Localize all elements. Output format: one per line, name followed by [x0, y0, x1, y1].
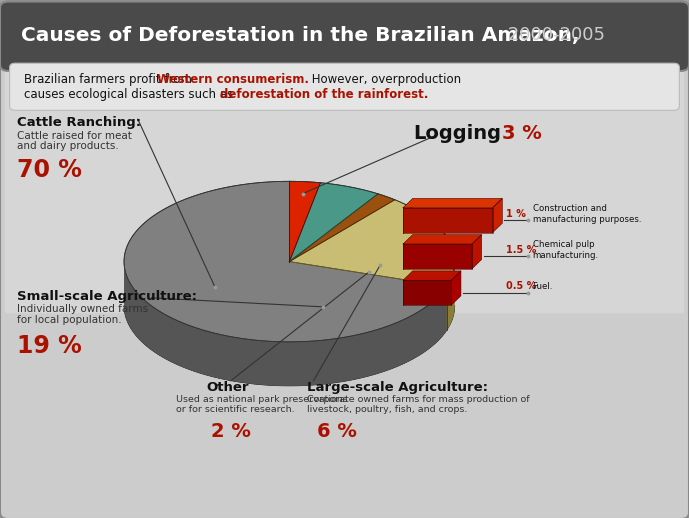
Text: However, overproduction: However, overproduction	[308, 73, 461, 86]
Text: 3 %: 3 %	[502, 124, 542, 143]
Polygon shape	[289, 194, 395, 262]
Text: Used as national park preservations: Used as national park preservations	[176, 395, 347, 404]
Text: Western consumerism.: Western consumerism.	[157, 73, 309, 86]
Text: 0.5 %: 0.5 %	[506, 281, 537, 292]
Text: Logging: Logging	[413, 124, 502, 143]
Text: Individually owned farms: Individually owned farms	[17, 304, 148, 314]
Text: 1.5 %: 1.5 %	[506, 245, 537, 255]
Text: 1 %: 1 %	[506, 209, 526, 219]
Polygon shape	[493, 198, 502, 233]
Bar	[8, 8, 681, 65]
FancyBboxPatch shape	[5, 62, 684, 313]
Text: causes ecological disasters such as: causes ecological disasters such as	[24, 88, 237, 101]
Polygon shape	[403, 244, 472, 269]
Text: Corporate owned farms for mass production of: Corporate owned farms for mass productio…	[307, 395, 529, 404]
FancyBboxPatch shape	[10, 63, 679, 110]
Text: deforestation of the rainforest.: deforestation of the rainforest.	[220, 88, 429, 101]
Text: Cattle raised for meat: Cattle raised for meat	[17, 131, 132, 140]
Text: Large-scale Agriculture:: Large-scale Agriculture:	[307, 381, 488, 394]
Polygon shape	[289, 200, 455, 286]
Polygon shape	[289, 181, 320, 262]
Polygon shape	[403, 280, 451, 305]
Text: 2000-2005: 2000-2005	[502, 26, 604, 44]
Text: 6 %: 6 %	[317, 422, 357, 441]
Text: Brazilian farmers profit from: Brazilian farmers profit from	[24, 73, 196, 86]
Polygon shape	[124, 181, 446, 342]
Text: livestock, poultry, fish, and crops.: livestock, poultry, fish, and crops.	[307, 405, 467, 414]
Text: Other: Other	[207, 381, 249, 394]
Polygon shape	[124, 306, 455, 386]
Text: Fuel.: Fuel.	[533, 282, 553, 291]
Polygon shape	[124, 262, 446, 386]
Text: Construction and
manufacturing purposes.: Construction and manufacturing purposes.	[533, 204, 641, 224]
Polygon shape	[472, 235, 482, 269]
Text: Causes of Deforestation in the Brazilian Amazon,: Causes of Deforestation in the Brazilian…	[21, 26, 579, 45]
Polygon shape	[451, 271, 461, 305]
Text: Cattle Ranching:: Cattle Ranching:	[17, 116, 141, 128]
Text: 19 %: 19 %	[17, 334, 82, 358]
Text: Chemical pulp
manufacturing.: Chemical pulp manufacturing.	[533, 240, 599, 260]
Polygon shape	[289, 183, 378, 262]
Text: for local population.: for local population.	[17, 315, 122, 325]
Polygon shape	[446, 261, 455, 330]
Polygon shape	[403, 271, 461, 280]
Text: 2 %: 2 %	[211, 422, 251, 441]
Polygon shape	[403, 235, 482, 244]
Polygon shape	[403, 198, 502, 208]
Text: 70 %: 70 %	[17, 158, 82, 182]
FancyBboxPatch shape	[0, 2, 689, 71]
Text: and dairy products.: and dairy products.	[17, 141, 119, 151]
Polygon shape	[403, 208, 493, 233]
Text: Small-scale Agriculture:: Small-scale Agriculture:	[17, 290, 197, 303]
Text: or for scientific research.: or for scientific research.	[176, 405, 294, 414]
